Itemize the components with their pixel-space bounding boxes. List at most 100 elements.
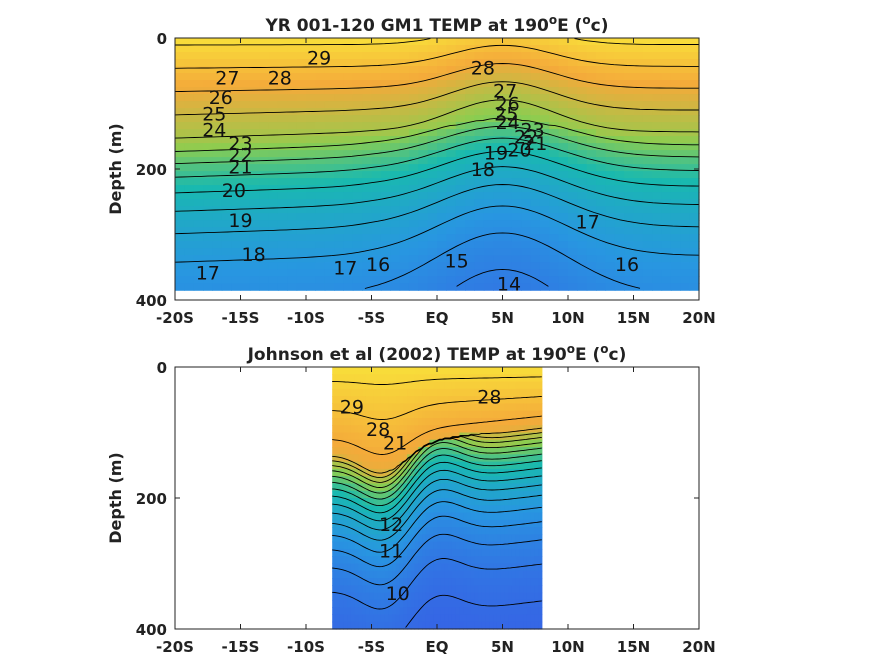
field-cell [470, 454, 476, 463]
field-cell [354, 417, 359, 426]
field-cell [403, 410, 408, 419]
field-cell [287, 171, 298, 179]
field-cell [354, 388, 359, 397]
field-cell [519, 454, 524, 463]
field-cell [365, 621, 371, 630]
field-cell [403, 563, 408, 572]
field-cell [455, 425, 461, 434]
field-cell [315, 220, 326, 228]
field-cell [519, 417, 524, 426]
field-cell [343, 556, 348, 565]
field-cell [354, 607, 359, 616]
field-cell [470, 548, 476, 557]
field-cell [466, 585, 472, 594]
field-cell [407, 483, 412, 492]
field-cell [175, 122, 185, 130]
field-cell [459, 541, 464, 550]
field-cell [661, 262, 672, 270]
field-cell [511, 527, 517, 535]
x-tick-label: 15N [617, 638, 650, 656]
field-cell [203, 227, 214, 235]
field-cell [339, 607, 345, 616]
field-cell [277, 59, 288, 67]
field-cell [489, 563, 494, 572]
field-cell [407, 563, 412, 572]
field-cell [277, 94, 288, 102]
field-cell [474, 461, 479, 470]
field-cell [335, 614, 341, 623]
field-cell [539, 157, 550, 165]
field-cell [352, 45, 363, 53]
field-cell [483, 248, 494, 256]
field-cell [451, 519, 457, 528]
field-cell [596, 199, 607, 207]
field-cell [212, 143, 223, 151]
field-cell [596, 283, 607, 291]
field-cell [474, 108, 485, 116]
field-cell [470, 367, 476, 375]
field-cell [470, 592, 476, 601]
field-cell [481, 439, 487, 448]
field-cell [474, 607, 479, 616]
field-cell [332, 454, 337, 463]
field-cell [175, 171, 185, 179]
field-cell [390, 122, 401, 130]
field-cell [466, 447, 472, 455]
field-cell [371, 122, 382, 130]
field-cell [392, 621, 397, 630]
field-cell [268, 248, 279, 256]
field-cell [558, 164, 569, 172]
field-cell [568, 164, 578, 172]
field-cell [193, 262, 204, 270]
field-cell [296, 283, 307, 291]
field-cell [586, 213, 597, 221]
field-cell [277, 255, 288, 263]
field-cell [444, 563, 449, 572]
field-cell [422, 541, 427, 550]
field-cell [455, 388, 461, 397]
field-cell [642, 199, 653, 207]
field-cell [433, 541, 438, 550]
field-cell [418, 490, 423, 499]
field-cell [380, 381, 386, 390]
field-cell [240, 87, 251, 95]
field-cell [481, 403, 487, 412]
field-cell [511, 454, 517, 463]
field-cell [500, 599, 505, 608]
field-cell [334, 199, 345, 207]
field-cell [508, 556, 513, 565]
field-cell [534, 592, 539, 601]
field-cell [448, 432, 453, 441]
field-cell [558, 255, 569, 263]
field-cell [437, 490, 442, 499]
y-tick-label: 200 [136, 161, 167, 179]
field-cell [489, 417, 494, 426]
field-cell [240, 52, 251, 60]
field-cell [384, 381, 389, 390]
field-cell [474, 241, 485, 249]
field-cell [212, 220, 223, 228]
field-cell [661, 157, 672, 165]
field-cell [362, 115, 373, 123]
field-cell [670, 52, 681, 60]
field-cell [448, 367, 453, 375]
field-cell [568, 185, 578, 193]
field-cell [388, 578, 393, 586]
field-cell [371, 171, 382, 179]
field-cell [399, 52, 410, 60]
field-cell [399, 527, 404, 535]
field-cell [395, 417, 401, 426]
field-cell [410, 607, 416, 616]
field-cell [339, 548, 345, 557]
field-cell [504, 599, 509, 608]
field-cell [519, 563, 524, 572]
field-cell [408, 45, 419, 53]
field-cell [422, 607, 427, 616]
field-cell [515, 607, 520, 616]
field-cell [596, 227, 607, 235]
panel-bottom: Johnson et al (2002) TEMP at 190oE (oc) … [106, 342, 716, 656]
field-cell [362, 614, 367, 623]
field-cell [418, 439, 423, 448]
field-cell [287, 262, 298, 270]
field-cell [526, 556, 532, 565]
